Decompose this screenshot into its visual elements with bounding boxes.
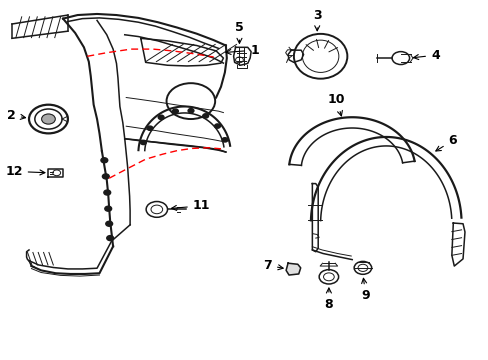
Text: 11: 11: [171, 199, 210, 212]
Text: 7: 7: [263, 259, 283, 272]
Circle shape: [147, 126, 153, 130]
Text: 9: 9: [361, 278, 369, 302]
Text: 5: 5: [235, 21, 244, 43]
Circle shape: [188, 109, 194, 113]
Text: 6: 6: [435, 134, 456, 151]
Circle shape: [104, 206, 111, 211]
Text: 8: 8: [324, 288, 332, 311]
Circle shape: [203, 114, 208, 118]
Circle shape: [102, 174, 109, 179]
Circle shape: [105, 221, 112, 226]
Circle shape: [158, 115, 163, 120]
Circle shape: [106, 235, 113, 240]
Circle shape: [41, 114, 55, 124]
Text: 10: 10: [327, 93, 345, 116]
Text: 12: 12: [5, 165, 45, 178]
Text: 4: 4: [413, 49, 439, 62]
Polygon shape: [285, 263, 300, 275]
Circle shape: [101, 158, 107, 163]
Text: 2: 2: [7, 109, 25, 122]
Circle shape: [103, 190, 110, 195]
Circle shape: [222, 138, 227, 142]
Circle shape: [140, 140, 146, 145]
Text: 3: 3: [312, 9, 321, 31]
Circle shape: [172, 109, 178, 113]
Circle shape: [214, 124, 220, 128]
Text: 1: 1: [225, 44, 258, 57]
